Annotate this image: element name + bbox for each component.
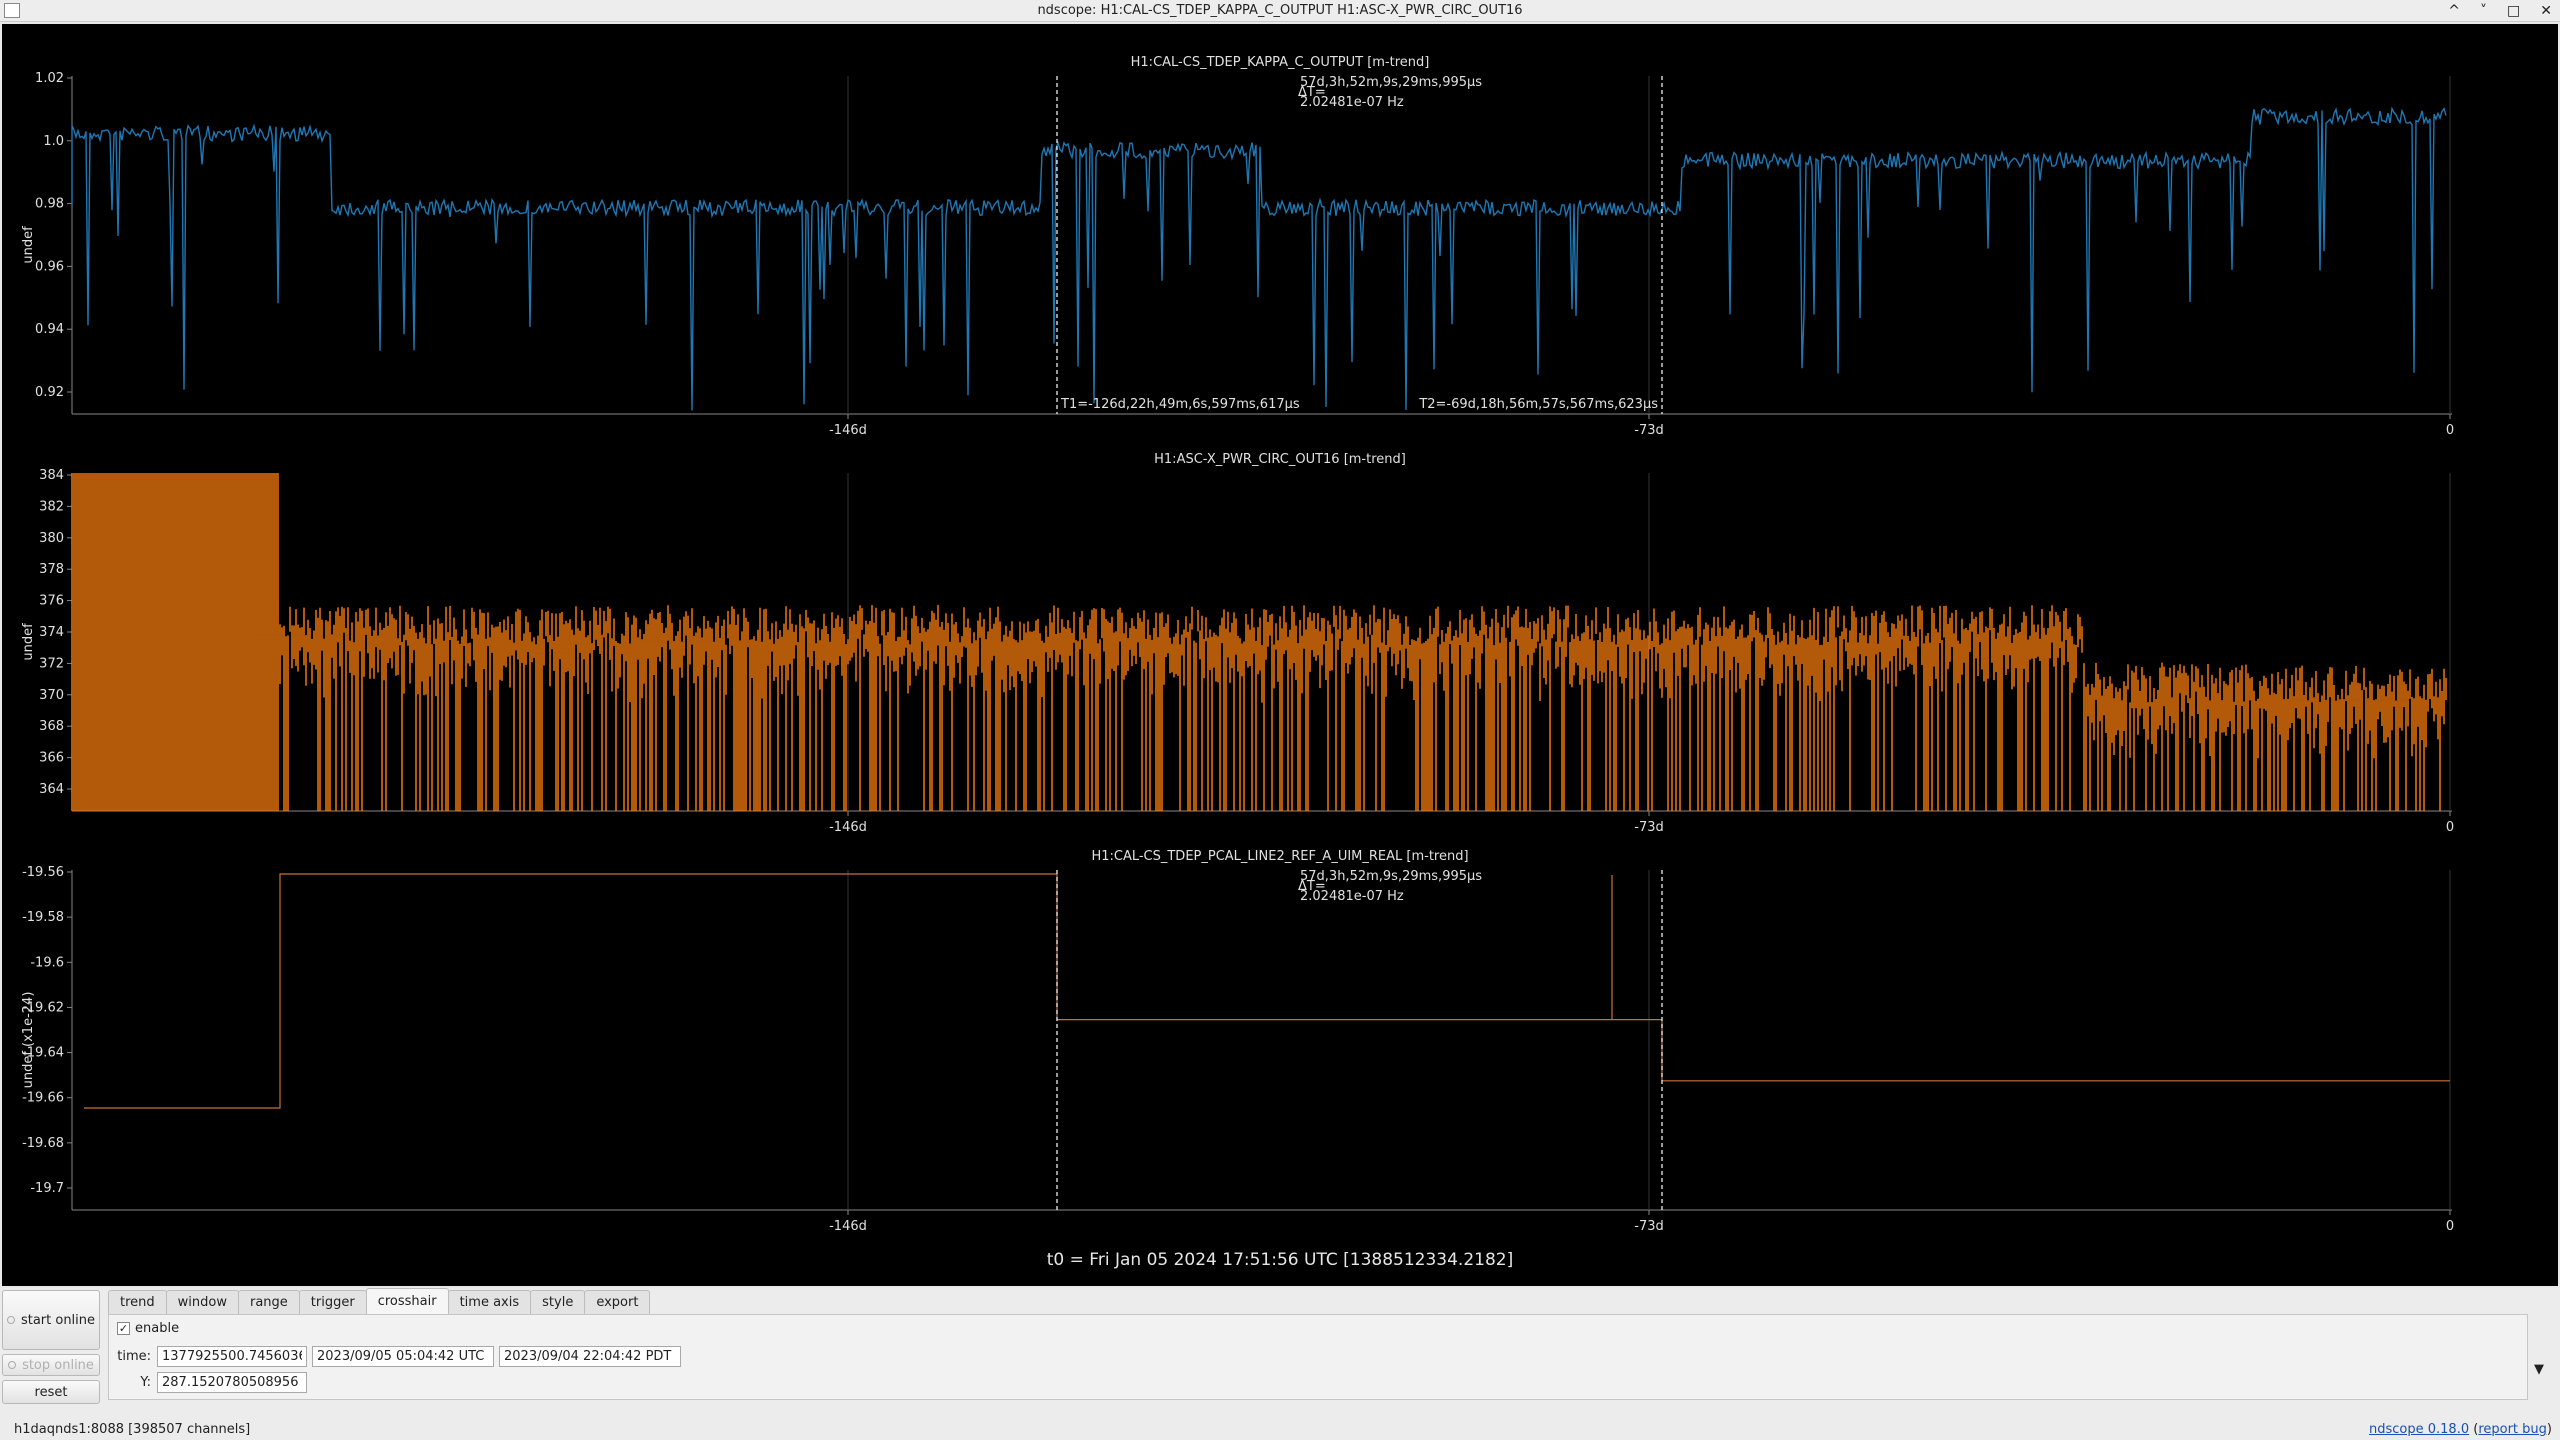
plot-title: H1:CAL-CS_TDEP_KAPPA_C_OUTPUT [m-trend] [1131,55,1430,70]
y-tick-label: -19.68 [22,1136,64,1151]
tab-style[interactable]: style [530,1290,586,1314]
power-series-line [71,473,2447,811]
x-tick-label: 0 [2446,1219,2454,1234]
start-online-label: start online [20,1312,96,1328]
y-label: Y: [140,1375,151,1390]
y-tick-label: 384 [39,468,64,483]
y-tick-label: 0.96 [35,259,64,274]
y-axis-label: undef [21,623,36,661]
shade-window-icon[interactable]: ^ [2448,3,2461,19]
tab-time-axis[interactable]: time axis [447,1290,532,1314]
y-tick-label: 366 [39,751,64,766]
time-local-field[interactable] [499,1346,681,1367]
close-window-icon[interactable]: ✕ [2540,3,2552,19]
delta-t-label: ΔT= [1298,85,1326,100]
y-tick-label: -19.7 [30,1181,64,1196]
t1-label: T1=-126d,22h,49m,6s,597ms,617µs [1060,397,1300,412]
y-tick-label: 378 [39,562,64,577]
plots-canvas[interactable]: H1:CAL-CS_TDEP_KAPPA_C_OUTPUT [m-trend] u… [2,24,2558,1286]
start-online-icon [6,1316,15,1324]
window-title: ndscope: H1:CAL-CS_TDEP_KAPPA_C_OUTPUT H… [1037,3,1523,18]
server-status: h1daqnds1:8088 [398507 channels] [14,1422,251,1437]
delta-frequency-value: 2.02481e-07 Hz [1300,889,1404,904]
y-tick-label: 1.02 [35,71,64,86]
y-tick-label: -19.64 [22,1046,64,1061]
y-tick-label: 374 [39,625,64,640]
x-tick-label: -73d [1634,820,1664,835]
stop-online-button: stop online [2,1354,100,1376]
y-tick-label: 0.92 [35,385,64,400]
x-tick-label: -73d [1634,423,1664,438]
x-tick-label: -73d [1634,1219,1664,1234]
delta-t-label: ΔT= [1298,879,1326,894]
y-tick-label: 372 [39,656,64,671]
y-tick-label: 370 [39,688,64,703]
uim-series-line [84,873,2450,1109]
version-link[interactable]: ndscope 0.18.0 [2369,1422,2470,1437]
start-online-button[interactable]: start online [2,1290,100,1350]
status-bar: h1daqnds1:8088 [398507 channels] ndscope… [0,1418,2560,1440]
tab-window[interactable]: window [165,1290,239,1314]
title-bar: ndscope: H1:CAL-CS_TDEP_KAPPA_C_OUTPUT H… [0,0,2560,22]
maximize-window-icon[interactable]: □ [2507,3,2521,19]
y-tick-label: 0.94 [35,322,64,337]
y-tick-label: -19.66 [22,1091,64,1106]
time-gps-field[interactable] [157,1346,307,1367]
y-tick-label: 380 [39,531,64,546]
stop-online-label: stop online [22,1357,94,1373]
y-tick-label: -19.56 [22,865,64,880]
tab-crosshair[interactable]: crosshair [365,1288,449,1314]
x-tick-label: -146d [829,820,867,835]
t0-label: t0 = Fri Jan 05 2024 17:51:56 UTC [13885… [1046,1250,1514,1270]
tab-range[interactable]: range [237,1290,300,1314]
y-axis-label: undef [21,226,36,264]
x-tick-label: 0 [2446,423,2454,438]
report-bug-link[interactable]: report bug [2478,1422,2547,1437]
delta-frequency-value: 2.02481e-07 Hz [1300,95,1404,110]
plot-area[interactable]: H1:CAL-CS_TDEP_KAPPA_C_OUTPUT [m-trend] u… [2,24,2558,1286]
delta-t-value: 57d,3h,52m,9s,29ms,995µs [1300,869,1482,884]
reset-button[interactable]: reset [2,1380,100,1404]
kappa-series-line [71,106,2447,411]
y-tick-label: -19.6 [30,955,64,970]
version-info: ndscope 0.18.0 (report bug) [2369,1422,2552,1437]
y-value-field[interactable] [157,1372,307,1393]
tab-trigger[interactable]: trigger [298,1290,367,1314]
enable-checkbox[interactable]: ✓ [117,1322,130,1335]
stop-online-icon [8,1361,17,1369]
x-tick-label: -146d [829,423,867,438]
plot-title: H1:ASC-X_PWR_CIRC_OUT16 [m-trend] [1154,452,1406,467]
delta-t-value: 57d,3h,52m,9s,29ms,995µs [1300,75,1482,90]
y-tick-label: 376 [39,594,64,609]
y-tick-label: 0.98 [35,197,64,212]
app-icon [4,3,20,18]
tab-trend[interactable]: trend [108,1290,167,1314]
chevron-down-icon[interactable]: ▼ [2534,1362,2544,1377]
control-panel: start online stop online reset trend win… [0,1288,2560,1418]
crosshair-panel: ✓ enable time: Y: [108,1314,2528,1400]
y-tick-label: -19.58 [22,910,64,925]
tab-export[interactable]: export [584,1290,651,1314]
t2-label: T2=-69d,18h,56m,57s,567ms,623µs [1418,397,1658,412]
y-tick-label: 382 [39,499,64,514]
time-label: time: [117,1349,151,1364]
enable-label: enable [135,1321,180,1336]
y-tick-label: 368 [39,719,64,734]
y-tick-label: -19.62 [22,1000,64,1015]
tab-bar: trend window range trigger crosshair tim… [108,1288,651,1314]
x-tick-label: 0 [2446,820,2454,835]
time-utc-field[interactable] [312,1346,494,1367]
y-tick-label: 364 [39,782,64,797]
x-tick-label: -146d [829,1219,867,1234]
y-axis-label: undef (x1e-24) [21,992,36,1089]
minimize-window-icon[interactable]: ˅ [2480,3,2488,19]
y-tick-label: 1.0 [43,134,64,149]
plot-title: H1:CAL-CS_TDEP_PCAL_LINE2_REF_A_UIM_REAL… [1091,849,1468,864]
